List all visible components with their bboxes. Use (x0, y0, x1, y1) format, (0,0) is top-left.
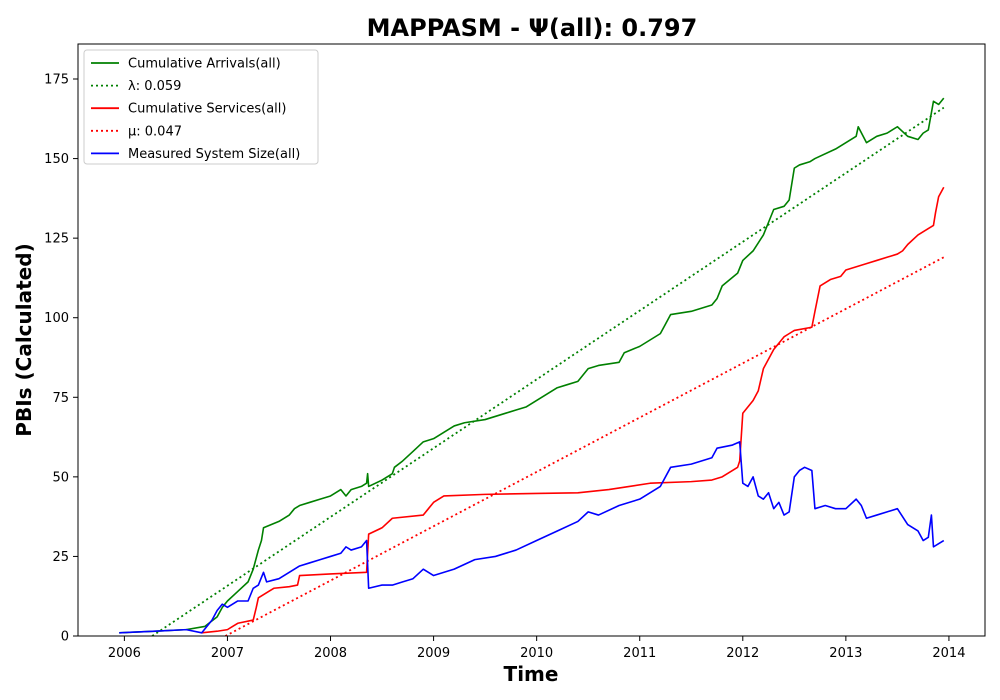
y-tick-label: 75 (52, 391, 69, 406)
y-tick-label: 50 (52, 470, 69, 485)
chart-title: MAPPASM - Ψ(all): 0.797 (367, 14, 698, 42)
y-tick-label: 175 (44, 73, 69, 88)
y-tick-label: 100 (44, 311, 69, 326)
y-axis-label: PBIs (Calculated) (12, 243, 36, 436)
series-line-1 (151, 106, 945, 636)
x-tick-label: 2011 (623, 646, 656, 661)
x-tick-label: 2006 (108, 646, 141, 661)
series-layer (119, 97, 945, 636)
legend-label-1: λ: 0.059 (128, 79, 181, 94)
legend-label-4: Measured System Size(all) (128, 147, 300, 162)
tick-layer: 2006 2007 2008 2009 2010 2011 2012 2013 2014 0 25 5… (44, 73, 965, 661)
series-line-2 (201, 186, 945, 634)
x-axis-label: Time (504, 662, 559, 686)
x-tick-label: 2007 (211, 646, 244, 661)
legend-label-2: Cumulative Services(all) (128, 102, 286, 117)
y-tick-label: 25 (52, 550, 69, 565)
series-line-4 (119, 441, 945, 634)
x-tick-label: 2009 (417, 646, 450, 661)
y-tick-label: 0 (61, 630, 69, 645)
plot-frame (77, 43, 986, 637)
x-tick-label: 2008 (314, 646, 347, 661)
legend-box (83, 49, 319, 165)
series-line-3 (224, 256, 945, 636)
x-tick-label: 2013 (829, 646, 862, 661)
legend-items: Cumulative Arrivals(all) λ: 0.059 Cumulati… (91, 57, 300, 162)
legend-label-0: Cumulative Arrivals(all) (128, 57, 281, 72)
x-tick-label: 2010 (520, 646, 553, 661)
legend-label-3: μ: 0.047 (128, 124, 182, 139)
series-line-0 (119, 97, 945, 634)
y-tick-label: 150 (44, 152, 69, 167)
legend: Cumulative Arrivals(all) λ: 0.059 Cumulati… (83, 49, 319, 165)
x-tick-label: 2012 (726, 646, 759, 661)
y-tick-label: 125 (44, 232, 69, 247)
x-tick-label: 2014 (932, 646, 965, 661)
